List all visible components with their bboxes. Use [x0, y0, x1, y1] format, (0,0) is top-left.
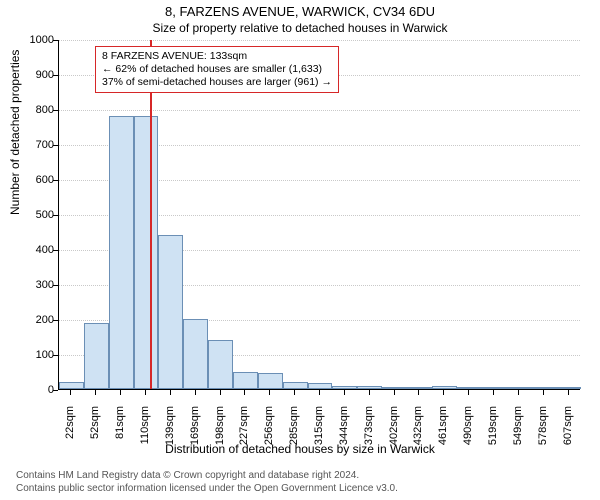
x-tick-mark — [443, 390, 444, 395]
x-tick-mark — [195, 390, 196, 395]
y-tick-mark — [53, 390, 58, 391]
x-tick-mark — [244, 390, 245, 395]
x-tick-mark — [294, 390, 295, 395]
histogram-bar — [332, 386, 357, 390]
histogram-bar — [283, 382, 308, 389]
callout-line: ← 62% of detached houses are smaller (1,… — [102, 63, 332, 76]
footer-line-1: Contains HM Land Registry data © Crown c… — [16, 470, 359, 481]
y-tick-label: 0 — [14, 384, 54, 396]
chart-container: { "header": { "title": "8, FARZENS AVENU… — [0, 0, 600, 500]
y-tick-label: 400 — [14, 244, 54, 256]
callout-box: 8 FARZENS AVENUE: 133sqm← 62% of detache… — [95, 46, 339, 93]
histogram-bar — [258, 373, 283, 389]
x-tick-mark — [543, 390, 544, 395]
y-tick-mark — [53, 110, 58, 111]
callout-line: 37% of semi-detached houses are larger (… — [102, 76, 332, 89]
x-tick-mark — [344, 390, 345, 395]
plot-area: 8 FARZENS AVENUE: 133sqm← 62% of detache… — [58, 40, 580, 390]
y-tick-label: 200 — [14, 314, 54, 326]
x-tick-mark — [95, 390, 96, 395]
x-tick-mark — [145, 390, 146, 395]
gridline — [59, 110, 580, 111]
y-tick-label: 300 — [14, 279, 54, 291]
histogram-bar — [556, 387, 581, 389]
x-tick-mark — [70, 390, 71, 395]
histogram-bar — [357, 386, 382, 390]
y-tick-label: 500 — [14, 209, 54, 221]
x-axis-label: Distribution of detached houses by size … — [0, 442, 600, 456]
y-tick-label: 700 — [14, 139, 54, 151]
x-tick-mark — [319, 390, 320, 395]
histogram-bar — [308, 383, 333, 389]
histogram-bar — [531, 387, 556, 389]
x-tick-mark — [170, 390, 171, 395]
histogram-bar — [59, 382, 84, 389]
chart-subtitle: Size of property relative to detached ho… — [0, 21, 600, 35]
y-tick-mark — [53, 285, 58, 286]
x-tick-mark — [518, 390, 519, 395]
y-tick-label: 800 — [14, 104, 54, 116]
histogram-bar — [84, 323, 109, 390]
histogram-bar — [208, 340, 233, 389]
histogram-bar — [382, 387, 407, 389]
histogram-bar — [134, 116, 159, 389]
y-tick-mark — [53, 355, 58, 356]
x-tick-mark — [269, 390, 270, 395]
y-tick-mark — [53, 40, 58, 41]
x-tick-mark — [418, 390, 419, 395]
x-tick-mark — [120, 390, 121, 395]
histogram-bar — [407, 387, 432, 389]
y-tick-label: 900 — [14, 69, 54, 81]
x-tick-mark — [394, 390, 395, 395]
x-tick-mark — [468, 390, 469, 395]
x-tick-mark — [493, 390, 494, 395]
y-tick-mark — [53, 250, 58, 251]
gridline — [59, 40, 580, 41]
histogram-bar — [183, 319, 208, 389]
footer-line-2: Contains public sector information licen… — [16, 483, 398, 494]
y-tick-label: 600 — [14, 174, 54, 186]
y-tick-mark — [53, 75, 58, 76]
y-tick-mark — [53, 180, 58, 181]
histogram-bar — [109, 116, 134, 389]
x-tick-mark — [220, 390, 221, 395]
chart-title: 8, FARZENS AVENUE, WARWICK, CV34 6DU — [0, 4, 600, 19]
histogram-bar — [506, 387, 531, 389]
y-tick-label: 1000 — [14, 34, 54, 46]
x-tick-mark — [369, 390, 370, 395]
y-tick-mark — [53, 215, 58, 216]
histogram-bar — [482, 387, 507, 389]
histogram-bar — [457, 387, 482, 389]
y-tick-mark — [53, 320, 58, 321]
histogram-bar — [233, 372, 258, 390]
x-tick-mark — [568, 390, 569, 395]
histogram-bar — [432, 386, 457, 389]
callout-line: 8 FARZENS AVENUE: 133sqm — [102, 50, 332, 63]
histogram-bar — [158, 235, 183, 389]
y-tick-label: 100 — [14, 349, 54, 361]
y-tick-mark — [53, 145, 58, 146]
